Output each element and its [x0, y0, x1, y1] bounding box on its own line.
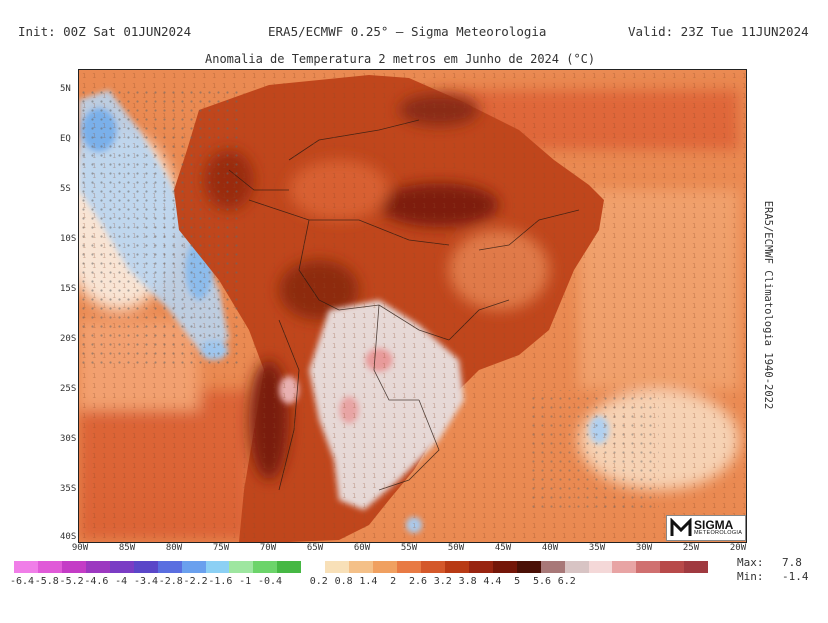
lon-label: 80W	[165, 543, 183, 553]
colorbar-tick-label: 5.6	[532, 576, 552, 587]
colorbar-tick-label: -1.6	[208, 576, 233, 587]
valid-time: Valid: 23Z Tue 11JUN2024	[628, 24, 809, 39]
colorbar-swatch	[373, 561, 397, 573]
colorbar-tick-label: -3.4	[133, 576, 159, 587]
lat-label: 35S	[60, 484, 77, 494]
map-title: Anomalia de Temperatura 2 metros em Junh…	[205, 52, 596, 66]
anomaly-map-canvas: 1	[79, 70, 746, 542]
colorbar-tick-label: 2.6	[408, 576, 428, 587]
lon-label: 40W	[541, 543, 559, 553]
colorbar-swatch	[85, 561, 110, 573]
lat-label: 40S	[60, 532, 77, 542]
lat-label: 20S	[60, 334, 77, 344]
lat-label: EQ	[60, 134, 71, 144]
lon-label: 85W	[118, 543, 136, 553]
colorbar-swatch	[325, 561, 350, 573]
colorbar-tick-label: -5.8	[34, 576, 59, 587]
colorbar-swatch	[277, 561, 302, 573]
colorbar-tick-label: 0.2	[309, 576, 328, 587]
colorbar-tick-label: 4.4	[483, 576, 502, 587]
lon-label: 90W	[71, 543, 89, 553]
colorbar-swatch	[229, 561, 254, 573]
colorbar-tick-label: 3.2	[433, 576, 452, 587]
lon-label: 20W	[729, 543, 747, 553]
colorbar-tick-label: -6.4	[9, 576, 35, 587]
lat-label: 10S	[60, 234, 77, 244]
colorbar-swatch	[37, 561, 62, 573]
max-value: 7.8	[782, 556, 802, 569]
colorbar-tick-label: -5.2	[59, 576, 84, 587]
colorbar-swatch	[109, 561, 134, 573]
colorbar-swatch	[133, 561, 158, 573]
anomaly-map: 1	[78, 69, 747, 543]
lon-label: 65W	[306, 543, 324, 553]
colorbar-swatch	[540, 561, 565, 573]
lon-label: 35W	[588, 543, 606, 553]
data-source-title: ERA5/ECMWF 0.25° — Sigma Meteorologia	[268, 24, 547, 39]
colorbar-labels: -6.4 -5.8 -5.2 -4.6 -4 -3.4 -2.8 -2.2 -1.6 -1 -0.4…	[0, 576, 828, 590]
colorbar	[14, 561, 709, 573]
colorbar-swatch	[492, 561, 517, 573]
colorbar-swatch	[397, 561, 421, 573]
min-value: -1.4	[782, 570, 809, 583]
colorbar-swatch	[14, 561, 38, 573]
lon-label: 45W	[494, 543, 512, 553]
sigma-logo: SIGMA METEOROLOGIA	[666, 515, 746, 541]
colorbar-swatch	[349, 561, 374, 573]
lon-label: 25W	[682, 543, 700, 553]
colorbar-swatch	[636, 561, 661, 573]
colorbar-tick-label: -4.6	[84, 576, 109, 587]
climatology-text: ERA5/ECMWF Climatologia 1940-2022	[762, 200, 774, 410]
lon-label: 30W	[635, 543, 653, 553]
lon-label: 55W	[400, 543, 418, 553]
lat-label: 5N	[60, 84, 71, 94]
colorbar-swatch	[420, 561, 445, 573]
colorbar-swatch	[301, 561, 326, 573]
colorbar-swatch	[253, 561, 278, 573]
colorbar-swatch	[660, 561, 685, 573]
colorbar-tick-label: -2.8	[158, 576, 183, 587]
colorbar-tick-label: -0.4	[257, 576, 283, 587]
logo-subtitle: METEOROLOGIA	[694, 530, 743, 537]
lon-label: 50W	[447, 543, 465, 553]
colorbar-tick-label: 2	[390, 576, 397, 587]
colorbar-swatch	[444, 561, 469, 573]
colorbar-swatch	[157, 561, 182, 573]
colorbar-swatch	[181, 561, 206, 573]
colorbar-tick-label: 3.8	[458, 576, 477, 587]
colorbar-tick-label: 6.2	[557, 576, 576, 587]
colorbar-tick-label: 5	[514, 576, 521, 587]
colorbar-tick-label: -1	[239, 576, 252, 587]
colorbar-tick-label: 1.4	[359, 576, 378, 587]
colorbar-swatch	[205, 561, 230, 573]
max-label: Max:	[737, 556, 764, 569]
lat-label: 5S	[60, 184, 71, 194]
colorbar-swatch	[564, 561, 589, 573]
colorbar-tick-label: 0.8	[334, 576, 353, 587]
sigma-logo-mark-icon	[670, 518, 692, 536]
colorbar-swatch	[516, 561, 541, 573]
init-time: Init: 00Z Sat 01JUN2024	[18, 24, 192, 39]
min-label: Min:	[737, 570, 764, 583]
min-value-readout: Min: -1.4	[737, 570, 809, 583]
colorbar-tick-label: -2.2	[183, 576, 208, 587]
lon-label: 60W	[353, 543, 371, 553]
logo-name: SIGMA	[694, 518, 734, 533]
max-value-readout: Max: 7.8	[737, 556, 802, 569]
colorbar-swatch	[684, 561, 709, 573]
lat-label: 30S	[60, 434, 77, 444]
lat-label: 15S	[60, 284, 77, 294]
lon-label: 75W	[212, 543, 230, 553]
climatology-side-label: ERA5/ECMWF Climatologia 1940-2022	[762, 190, 774, 420]
colorbar-swatch	[468, 561, 493, 573]
colorbar-tick-label: -4	[115, 576, 128, 587]
lat-label: 25S	[60, 384, 77, 394]
colorbar-swatch	[612, 561, 637, 573]
colorbar-swatch	[61, 561, 86, 573]
colorbar-swatch	[588, 561, 613, 573]
lon-label: 70W	[259, 543, 277, 553]
